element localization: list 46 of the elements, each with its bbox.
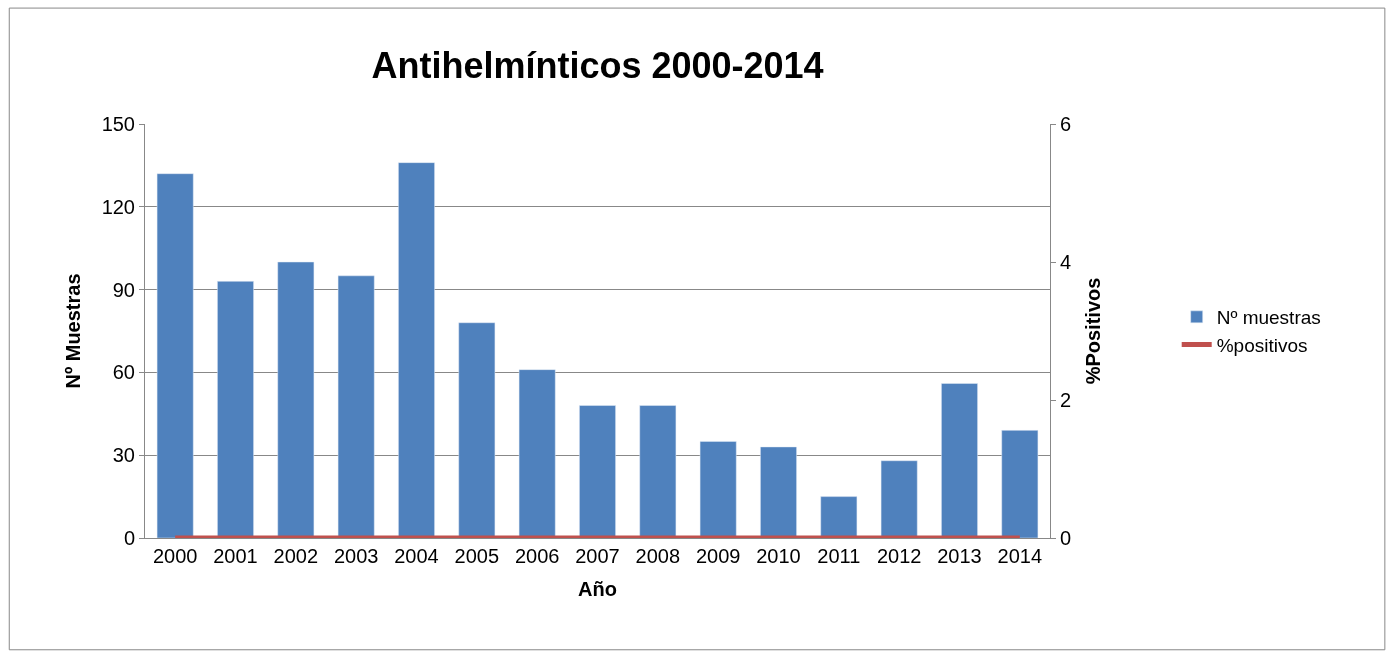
x-tick-label: 2003: [333, 545, 379, 567]
x-tick-label: 2011: [817, 545, 861, 567]
x-tick-label: 2010: [756, 545, 801, 567]
bar: [337, 275, 375, 538]
bar: [277, 261, 315, 538]
y-axis-title: Nº Muestras: [62, 273, 85, 389]
bar: [458, 322, 496, 538]
x-tick-label: 2004: [394, 545, 439, 567]
chart-title: Antihelmínticos 2000-2014: [371, 45, 824, 86]
x-tick-label: 2012: [876, 545, 922, 567]
y2-tick-label: 2: [1060, 389, 1072, 411]
x-tick-label: 2001: [213, 545, 258, 567]
x-tick-label: 2000: [152, 545, 198, 567]
bar: [217, 281, 254, 538]
bar: [156, 173, 194, 538]
bar: [880, 460, 918, 538]
x-tick-label: 2007: [575, 545, 620, 567]
x-tick-label: 2008: [635, 545, 681, 567]
bar: [579, 405, 616, 538]
bar: [941, 383, 978, 538]
x-tick-label: 2002: [273, 545, 319, 567]
x-tick-label: 2014: [997, 545, 1043, 567]
x-tick-label: 2013: [937, 545, 982, 567]
y-tick-label: 0: [123, 527, 135, 549]
bar: [1001, 430, 1039, 538]
x-tick-label: 2006: [514, 545, 560, 567]
y2-axis-title: %Positivos: [1081, 277, 1104, 385]
y-tick-label: 90: [112, 278, 135, 301]
y-tick-label: 30: [112, 444, 135, 467]
y2-tick-label: 4: [1060, 251, 1072, 273]
x-axis-title: Año: [578, 577, 617, 600]
y-tick-label: 150: [101, 113, 135, 135]
y2-tick-label: 6: [1060, 113, 1072, 135]
bar: [398, 162, 435, 538]
bar: [639, 405, 677, 538]
bar: [820, 496, 858, 538]
legend-label: Nº muestras: [1216, 307, 1321, 329]
y-tick-label: 120: [101, 195, 135, 218]
bar: [518, 369, 556, 538]
x-tick-label: 2009: [695, 545, 741, 567]
x-tick-label: 2005: [454, 545, 500, 567]
y2-tick-label: 0: [1060, 527, 1072, 549]
bar: [699, 441, 737, 538]
y-tick-label: 60: [112, 361, 135, 384]
legend-label: %positivos: [1216, 334, 1308, 356]
bar: [760, 446, 797, 538]
